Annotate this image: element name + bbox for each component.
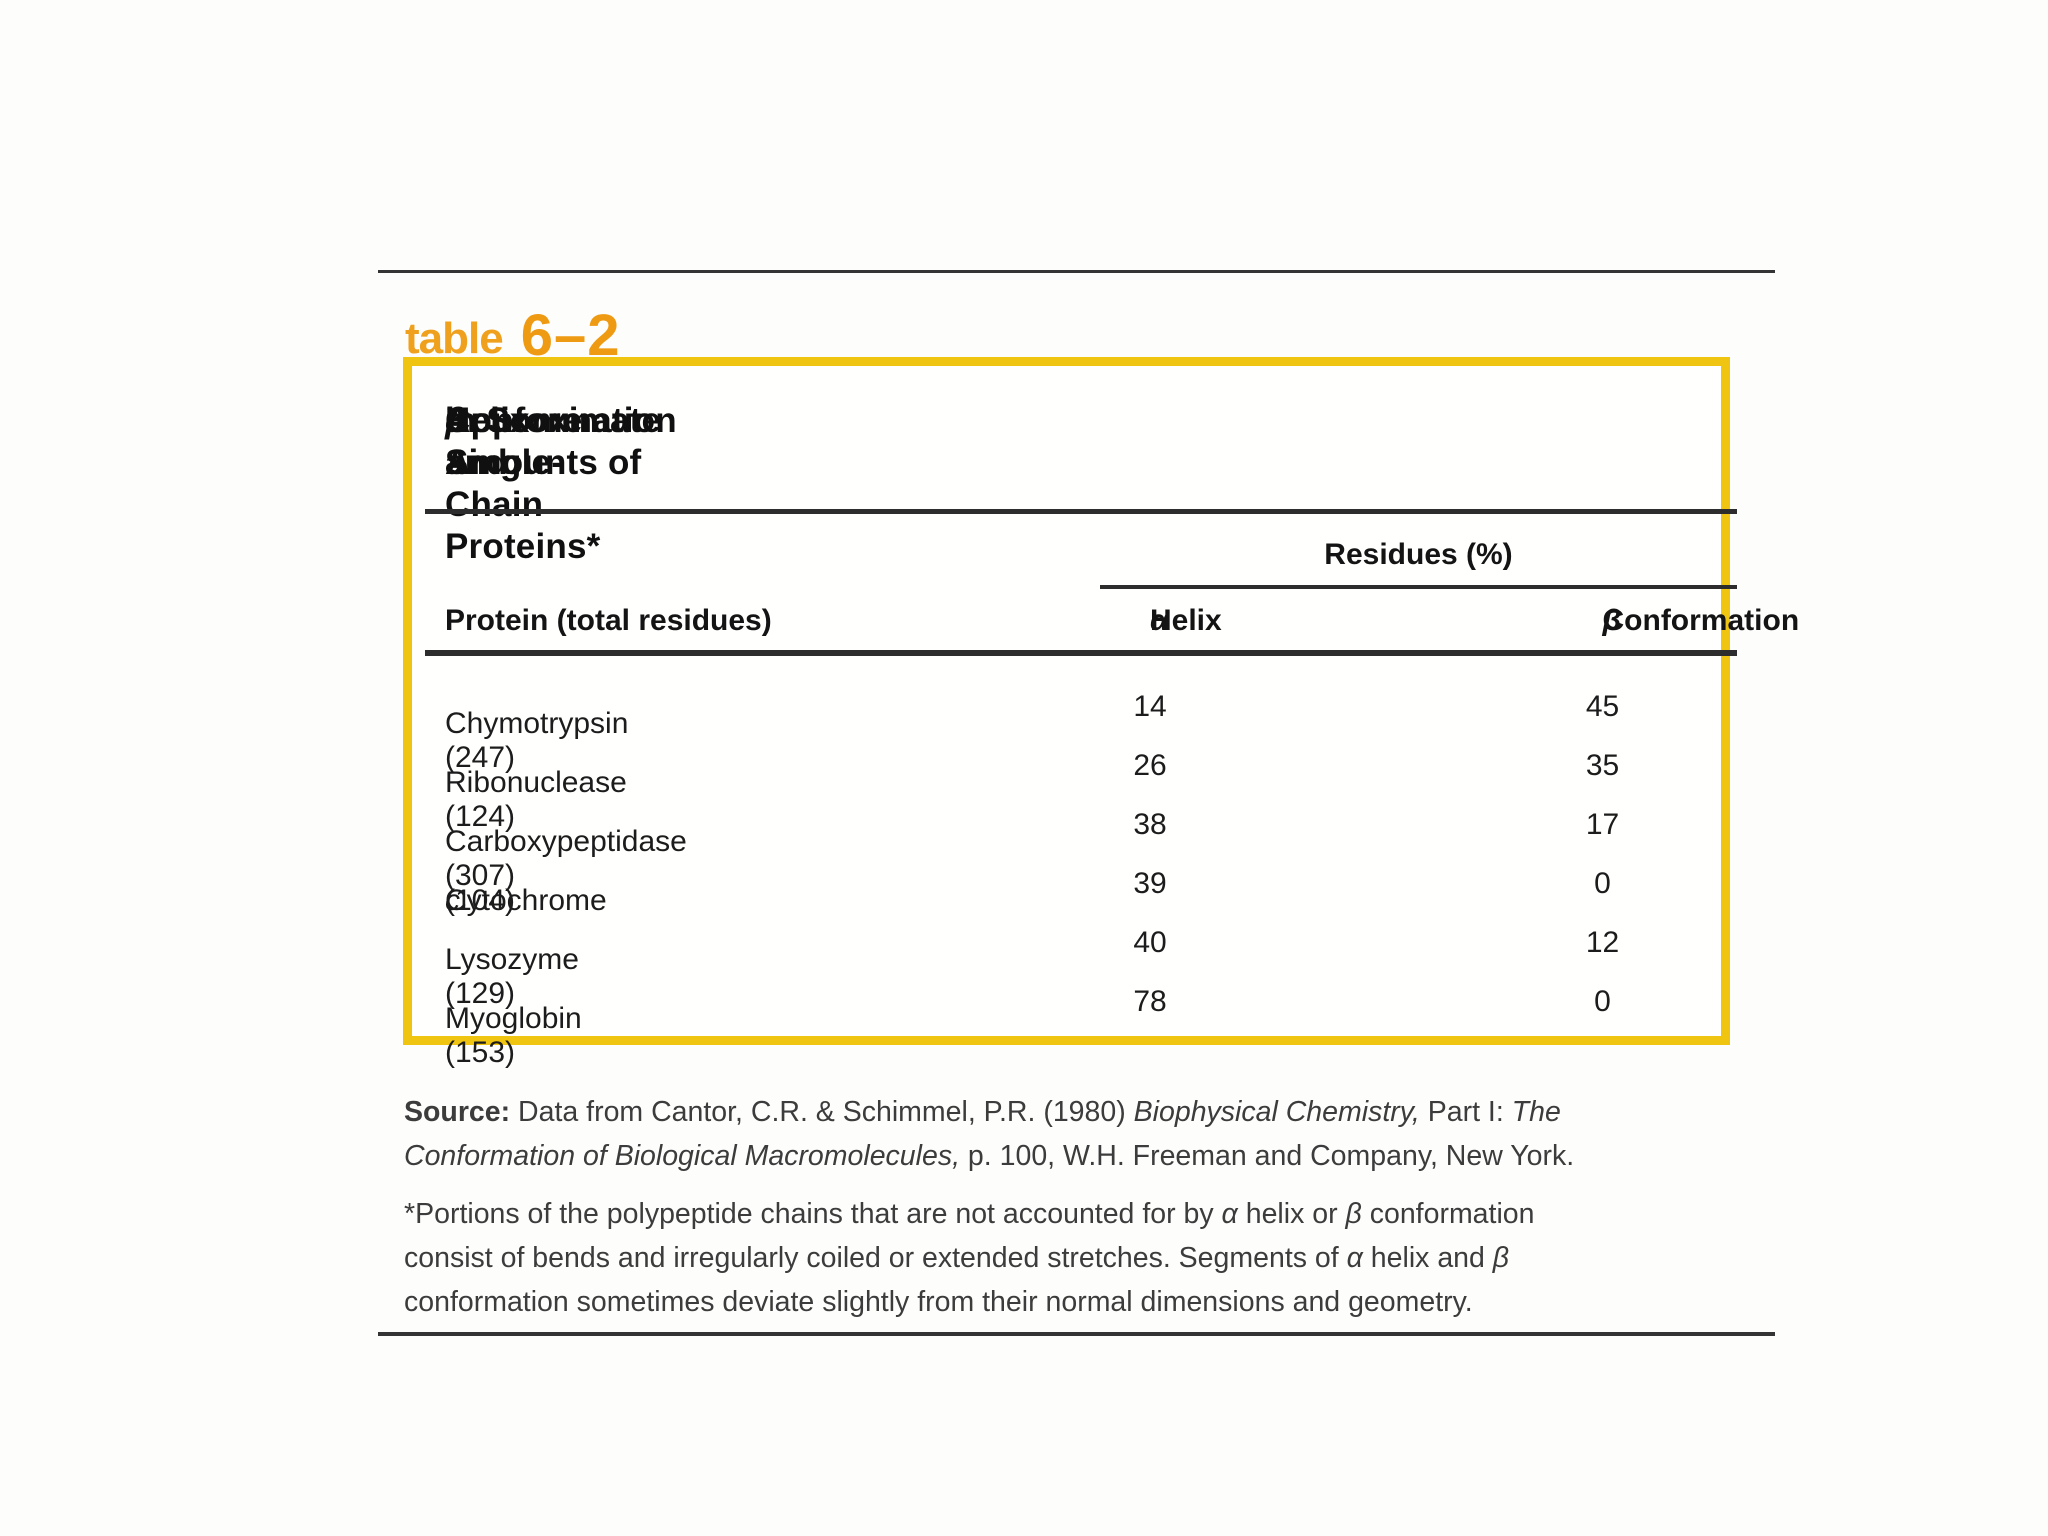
beta-conformation-cell: 35 [1585,748,1620,782]
table-row: Cytochrome c (104) 39 0 [412,854,1721,917]
table-label-number: 6–2 [520,303,621,369]
source-note: Source: Data from Cantor, C.R. & Schimme… [404,1090,1764,1178]
footnote-line1: *Portions of the polypeptide chains that… [404,1198,1535,1230]
table-row: Chymotrypsin (247) 14 45 [412,677,1721,774]
residues-underline-rule [1100,585,1737,589]
alpha-helix-cell: 38 [1133,807,1167,841]
table-frame: Approximate Amounts of α Helix and β Con… [403,357,1799,1069]
table-row: Ribonuclease (124) 26 35 [412,736,1721,833]
column-header-protein: Protein (total residues) [445,604,772,637]
alpha-helix-cell: 78 [1133,984,1167,1018]
table-row: Lysozyme (129) 40 12 [412,913,1721,1010]
alpha-helix-cell: 39 [1133,866,1167,900]
footnote-line3: conformation sometimes deviate slightly … [404,1286,1473,1318]
beta-conformation-cell: 12 [1585,925,1620,959]
table-title-line2: in Some Single-Chain Proteins* [445,401,601,566]
alpha-helix-cell: 26 [1133,748,1167,782]
table-label: table 6–2 [405,294,621,369]
beta-conformation-cell: 0 [1594,866,1611,900]
source-note-line2: Conformation of Biological Macromolecule… [404,1140,1575,1172]
beta-conformation-cell: 0 [1594,984,1611,1018]
beta-conformation-cell: 17 [1585,807,1620,841]
alpha-helix-cell: 14 [1133,689,1167,723]
header-double-rule [425,650,1737,656]
page-rule-top [378,270,1775,273]
beta-conformation-cell: 45 [1585,689,1620,723]
page-rule-bottom [378,1332,1775,1336]
alpha-helix-cell: 40 [1133,925,1167,959]
footnote: *Portions of the polypeptide chains that… [404,1192,1764,1324]
table-row: Myoglobin (153) 78 0 [412,972,1721,1069]
table-row: Carboxypeptidase (307) 38 17 [412,795,1721,892]
table-body: Chymotrypsin (247) 14 45 Ribonuclease (1… [412,677,1721,1069]
residues-group-header: Residues (%) [1324,538,1513,571]
table-label-word: table [405,314,504,364]
source-note-line1: Source: Data from Cantor, C.R. & Schimme… [404,1096,1561,1128]
footnote-line2: consist of bends and irregularly coiled … [404,1242,1510,1274]
table-top-rule [425,509,1737,514]
